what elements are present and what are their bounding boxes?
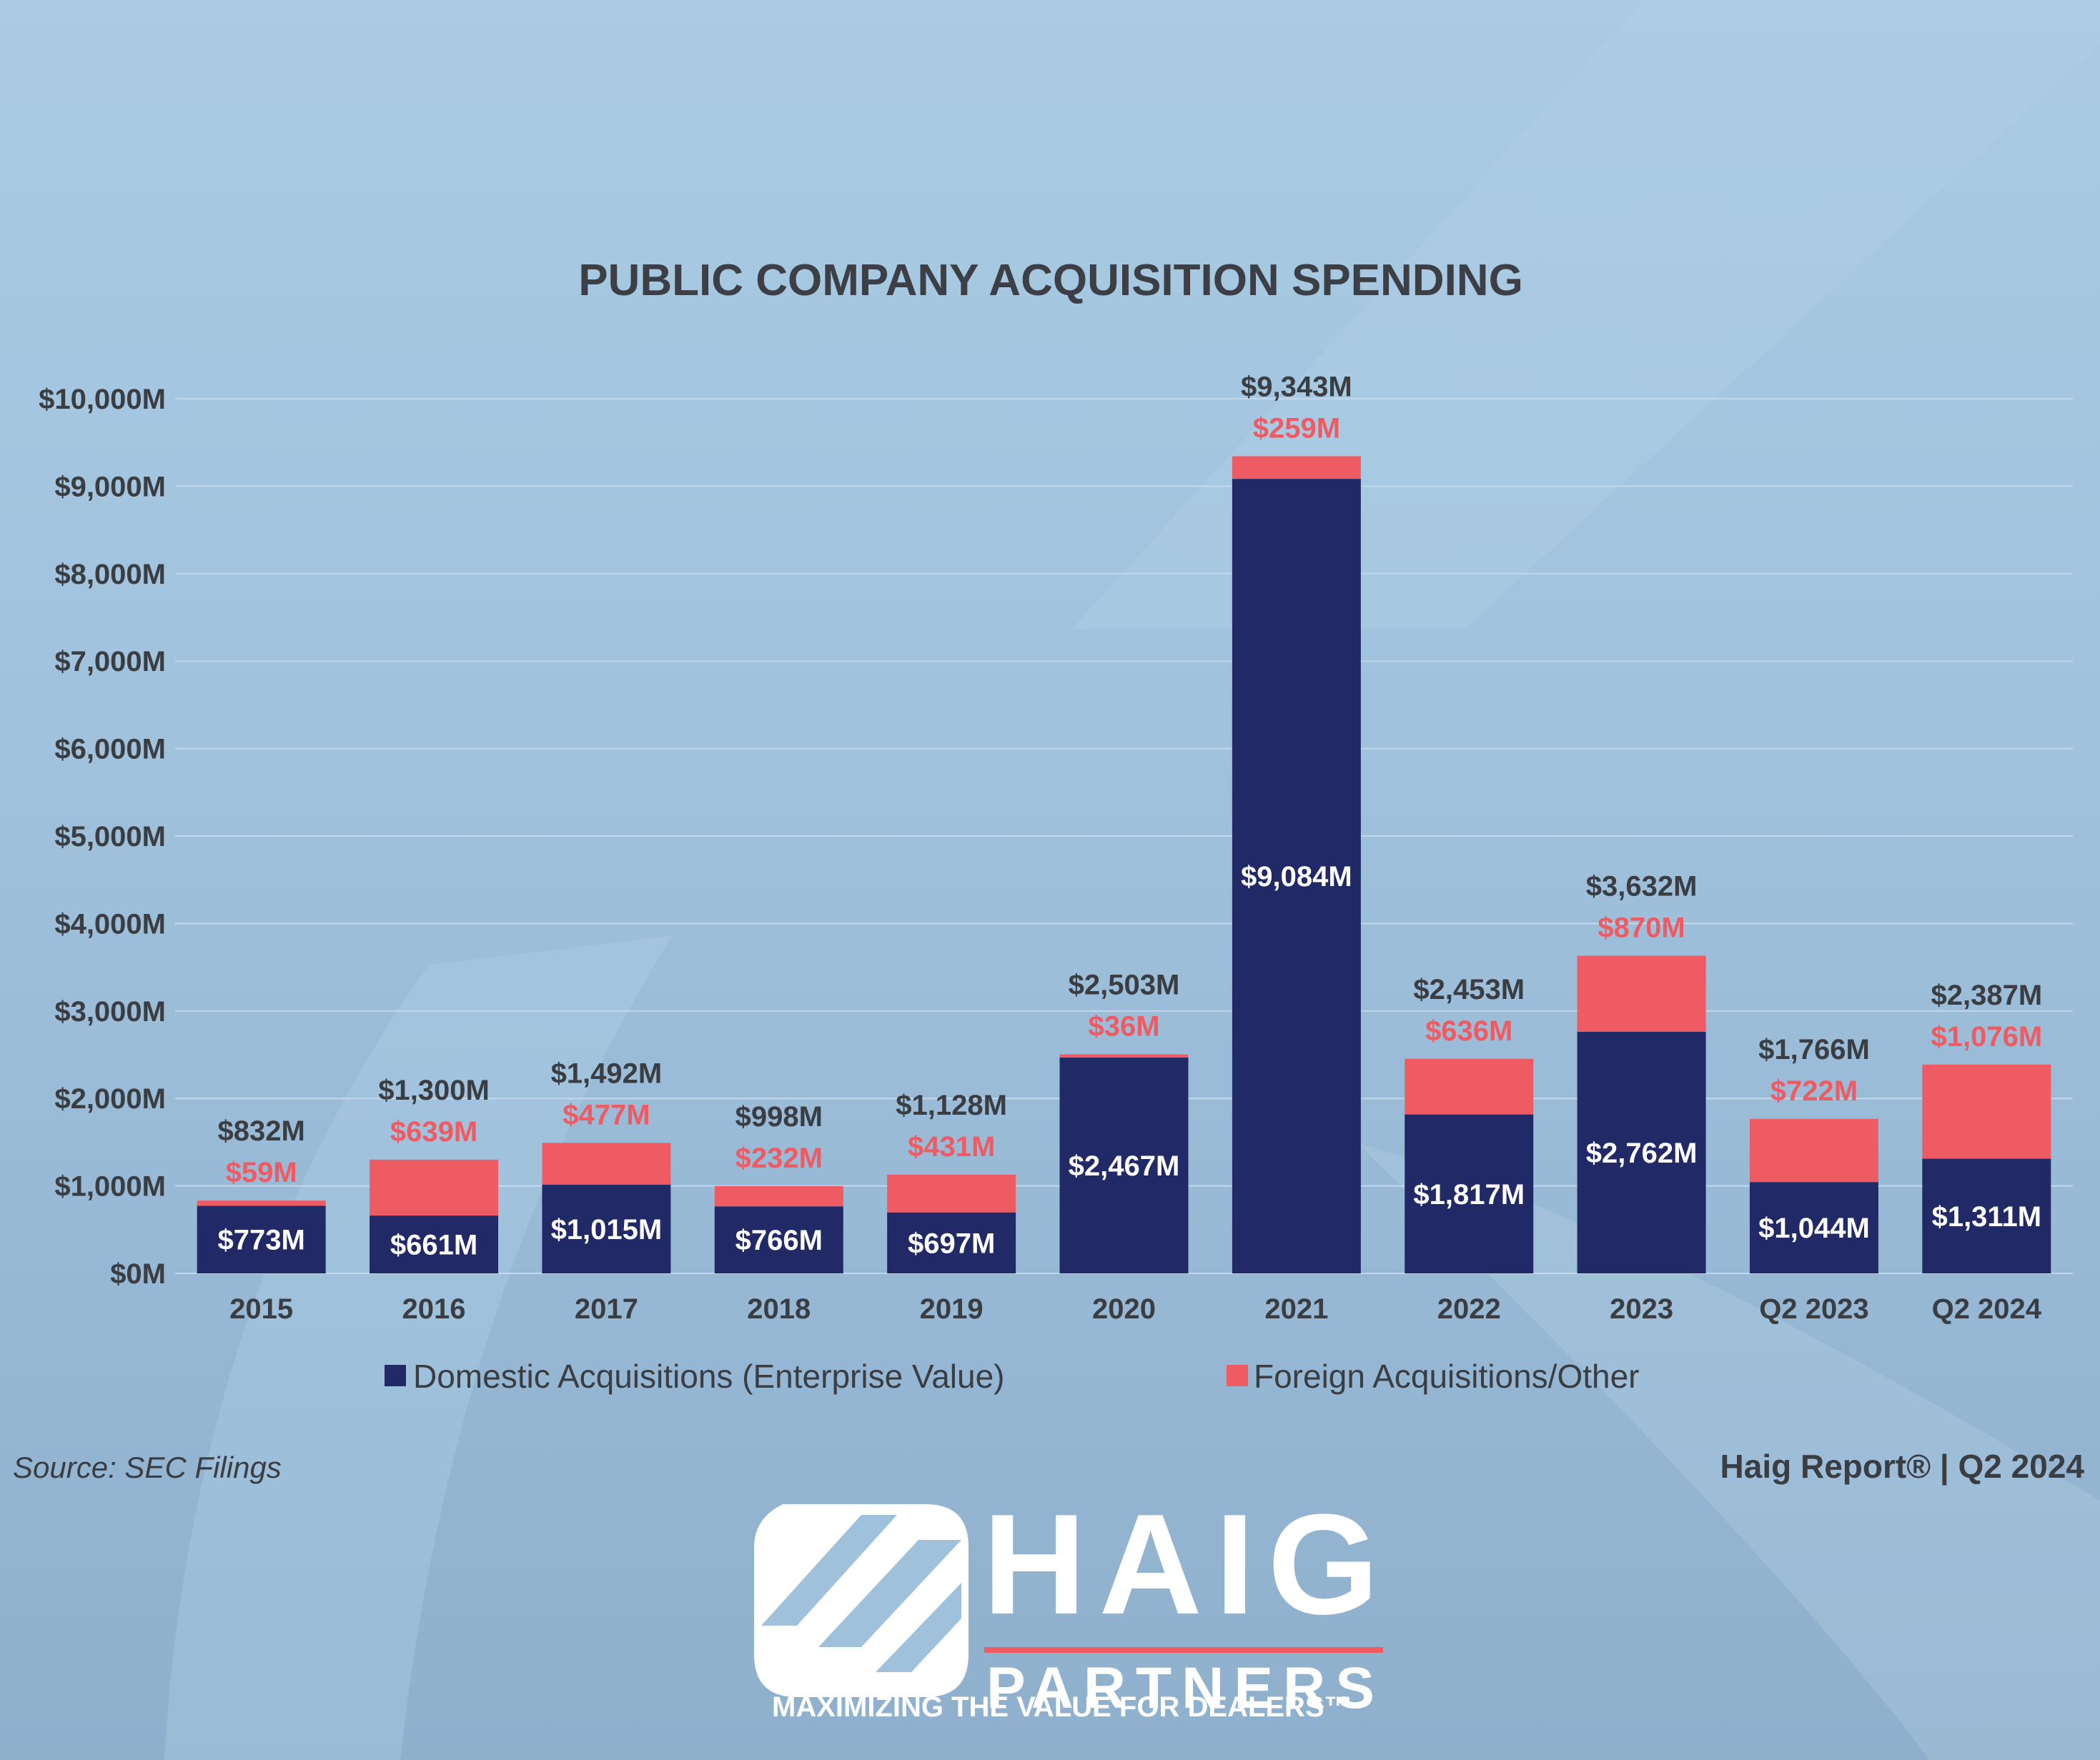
x-tick-label: Q2 2024 — [1932, 1293, 2042, 1325]
bar-foreign — [370, 1159, 499, 1216]
label-foreign: $636M — [1425, 1015, 1512, 1047]
label-domestic: $1,015M — [551, 1214, 663, 1246]
label-foreign: $722M — [1770, 1075, 1858, 1107]
label-domestic: $661M — [390, 1230, 477, 1261]
x-axis: 2015 2016 2017 2018 2019 2020 2021 2022 2023 Q2 2… — [229, 1293, 2042, 1325]
x-tick-label: 2016 — [402, 1293, 466, 1325]
y-tick-label: $1,000M — [54, 1171, 166, 1203]
y-tick-label: $4,000M — [54, 908, 166, 940]
logo-tagline: MAXIMIZING THE VALUE FOR DEALERS™ — [772, 1691, 1353, 1723]
label-total: $9,343M — [1241, 371, 1352, 402]
label-domestic: $1,311M — [1932, 1201, 2041, 1233]
bar-domestic — [1405, 1114, 1534, 1273]
label-foreign: $870M — [1598, 912, 1685, 943]
logo-divider — [984, 1647, 1383, 1653]
x-tick-label: 2020 — [1092, 1293, 1156, 1325]
x-tick-label: 2015 — [229, 1293, 293, 1325]
label-total: $2,503M — [1069, 970, 1180, 1001]
label-domestic: $1,817M — [1413, 1179, 1525, 1210]
label-domestic: $697M — [908, 1228, 995, 1259]
label-foreign: $431M — [908, 1131, 995, 1163]
bar-foreign — [1232, 456, 1361, 479]
haig-mark-icon — [754, 1504, 969, 1697]
label-total: $3,632M — [1586, 870, 1698, 902]
legend-label-foreign: Foreign Acquisitions/Other — [1254, 1358, 1640, 1395]
y-tick-label: $9,000M — [54, 471, 166, 502]
label-foreign: $259M — [1253, 412, 1340, 444]
bar-domestic — [542, 1184, 671, 1273]
chart-title: PUBLIC COMPANY ACQUISITION SPENDING — [578, 256, 1523, 305]
bar-foreign — [197, 1200, 326, 1206]
y-axis: $0M $1,000M $2,000M $3,000M $4,000M $5,000M $6… — [39, 384, 166, 1290]
y-tick-label: $5,000M — [54, 821, 166, 852]
x-tick-label: 2019 — [920, 1293, 984, 1325]
bar-domestic — [1232, 479, 1361, 1273]
bars — [197, 456, 2051, 1273]
label-total: $832M — [218, 1115, 305, 1147]
x-tick-label: 2022 — [1437, 1293, 1501, 1325]
label-domestic: $2,467M — [1069, 1150, 1180, 1182]
legend: Domestic Acquisitions (Enterprise Value)… — [385, 1358, 1640, 1395]
bar-domestic — [1577, 1031, 1706, 1273]
label-domestic: $773M — [218, 1225, 305, 1256]
gridlines — [175, 398, 2073, 1274]
label-total: $1,492M — [551, 1058, 663, 1089]
bar-foreign — [1922, 1064, 2051, 1159]
label-foreign: $477M — [563, 1099, 650, 1130]
label-total: $1,300M — [378, 1075, 490, 1106]
x-tick-label: 2018 — [747, 1293, 811, 1325]
label-total: $2,387M — [1931, 980, 2042, 1011]
label-foreign: $59M — [226, 1157, 297, 1188]
bar-foreign — [1405, 1058, 1534, 1115]
bar-domestic — [1749, 1182, 1878, 1273]
y-tick-label: $0M — [110, 1258, 166, 1290]
legend-swatch-domestic — [385, 1365, 406, 1386]
label-foreign: $639M — [390, 1116, 477, 1148]
bar-foreign — [1059, 1054, 1189, 1058]
legend-label-domestic: Domestic Acquisitions (Enterprise Value) — [413, 1358, 1004, 1395]
y-tick-label: $6,000M — [54, 734, 166, 765]
y-tick-label: $10,000M — [39, 384, 166, 415]
label-total: $1,766M — [1758, 1034, 1870, 1065]
bar-foreign — [542, 1143, 671, 1185]
logo-wordmark: HAIG — [983, 1485, 1392, 1644]
bar-domestic — [1922, 1158, 2051, 1273]
x-tick-label: Q2 2023 — [1759, 1293, 1868, 1325]
data-labels: $773M $59M $832M $661M $639M $1,300M $1,015M $4… — [218, 371, 2043, 1261]
y-tick-label: $7,000M — [54, 646, 166, 677]
bar-foreign — [714, 1185, 843, 1207]
bar-foreign — [1749, 1118, 1878, 1183]
y-tick-label: $8,000M — [54, 559, 166, 590]
x-tick-label: 2021 — [1264, 1293, 1328, 1325]
label-total: $1,128M — [896, 1090, 1007, 1121]
label-foreign: $1,076M — [1931, 1021, 2042, 1053]
label-domestic: $2,762M — [1586, 1138, 1698, 1169]
bar-foreign — [1577, 955, 1706, 1032]
label-total: $2,453M — [1413, 974, 1525, 1005]
label-foreign: $36M — [1088, 1011, 1159, 1043]
bar-domestic — [887, 1212, 1016, 1273]
x-tick-label: 2017 — [575, 1293, 638, 1325]
label-domestic: $766M — [736, 1225, 823, 1256]
label-domestic: $9,084M — [1241, 861, 1352, 893]
label-foreign: $232M — [736, 1143, 823, 1174]
logo-subtitle: PARTNERS — [986, 1656, 1385, 1721]
source-note: Source: SEC Filings — [13, 1451, 282, 1484]
haig-partners-logo: HAIG PARTNERS — [754, 1493, 1397, 1729]
report-label: Haig Report® | Q2 2024 — [1720, 1448, 2084, 1485]
y-tick-label: $3,000M — [54, 996, 166, 1028]
y-tick-label: $2,000M — [54, 1083, 166, 1115]
bar-domestic — [714, 1206, 843, 1273]
label-total: $998M — [736, 1101, 823, 1133]
label-domestic: $1,044M — [1758, 1213, 1870, 1244]
bar-foreign — [887, 1174, 1016, 1213]
legend-swatch-foreign — [1227, 1365, 1248, 1386]
x-tick-label: 2023 — [1610, 1293, 1673, 1325]
bar-domestic — [370, 1215, 499, 1273]
bar-domestic — [1059, 1058, 1189, 1273]
bar-domestic — [197, 1205, 326, 1273]
